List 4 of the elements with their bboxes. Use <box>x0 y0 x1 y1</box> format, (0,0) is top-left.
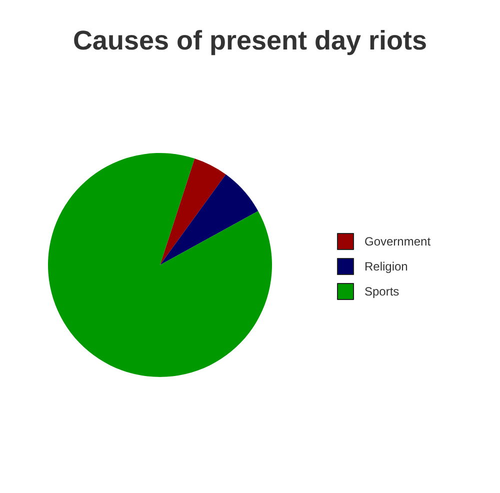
legend-label: Sports <box>364 284 400 298</box>
legend-label: Religion <box>364 260 408 274</box>
legend-label: Government <box>364 234 432 248</box>
chart-title: Causes of present day riots <box>72 26 428 56</box>
